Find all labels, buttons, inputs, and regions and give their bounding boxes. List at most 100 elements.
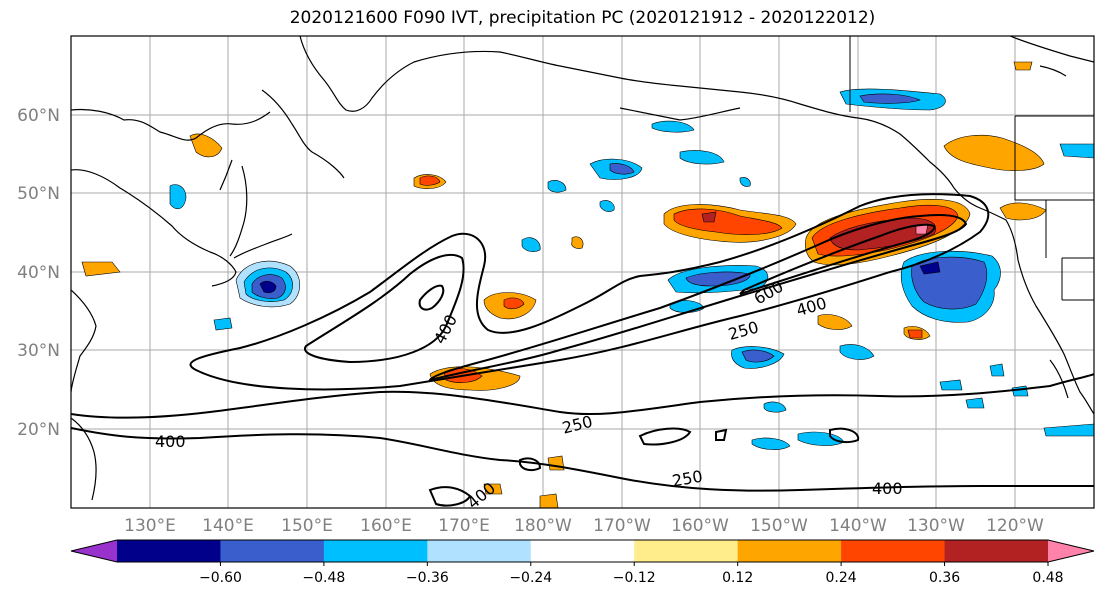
lon-tick-label: 160°E — [360, 516, 412, 536]
coastline — [1039, 65, 1067, 77]
borders — [849, 36, 1094, 301]
coastline — [71, 417, 97, 501]
precip-negative-area — [989, 363, 1005, 377]
precip-negative-area — [939, 379, 963, 391]
colorbar-extend-max — [1048, 540, 1094, 562]
coastline — [71, 169, 237, 287]
lat-tick-label: 30°N — [17, 341, 60, 361]
precip-negative-area — [521, 237, 541, 252]
colorbar-tick-label: 0.12 — [722, 570, 753, 586]
ivt-contour-250 — [829, 427, 860, 444]
colorbar-cell — [530, 540, 635, 562]
colorbar-tick-label: 0.36 — [929, 570, 960, 586]
coastline — [299, 36, 741, 112]
colorbar-extend-min — [71, 540, 117, 562]
precip-negative-area — [1043, 423, 1094, 437]
lon-tick-label: 140°E — [202, 516, 254, 536]
ivt-contours — [71, 193, 1094, 507]
precip-positive-area — [673, 208, 783, 235]
precip-negative-area — [685, 271, 751, 287]
coastline — [261, 89, 345, 179]
colorbar-cell — [737, 540, 842, 562]
lon-tick-label: 140°W — [829, 516, 887, 536]
precip-negative-area — [547, 180, 567, 193]
colorbar-cell — [323, 540, 428, 562]
precip-negative-area — [599, 200, 615, 212]
precip-positive-area — [907, 329, 923, 339]
lon-tick-label: 130°E — [124, 516, 176, 536]
ivt-contour-400 — [428, 486, 472, 507]
precip-positive-area — [419, 175, 441, 186]
graticule — [71, 36, 1094, 508]
precip-negative-area — [1059, 143, 1094, 159]
colorbar-tick-label: −0.36 — [406, 570, 449, 586]
precip-positive-area — [539, 493, 559, 508]
colorbar-tick-label: 0.48 — [1032, 570, 1063, 586]
ivt-contour-400 — [428, 214, 968, 382]
colorbar-tick-label: −0.12 — [613, 570, 656, 586]
precip-negative-area — [763, 401, 787, 413]
precip-positive-area — [503, 297, 525, 310]
lon-tick-label: 160°W — [671, 516, 729, 536]
ivt-contour-label: 400 — [872, 479, 903, 498]
lat-tick-label: 20°N — [17, 420, 60, 440]
lat-tick-label: 60°N — [17, 106, 60, 126]
ivt-contour-400 — [71, 427, 1094, 492]
colorbar-cell — [117, 540, 221, 562]
precip-negative-area — [651, 120, 695, 133]
map-panel: 400 400 400 600 400 250 250 250 400 — [70, 35, 1095, 509]
colorbar-tick-label: −0.24 — [509, 570, 552, 586]
lon-tick-label: 150°W — [750, 516, 808, 536]
coastline — [739, 91, 1094, 415]
precip-negative-area — [259, 280, 277, 294]
coastline — [229, 165, 248, 257]
lat-axis: 60°N 50°N 40°N 30°N 20°N — [17, 106, 60, 440]
precip-negative-area — [751, 437, 791, 450]
precip-positive-area — [571, 236, 584, 249]
precip-positive-area — [701, 211, 717, 223]
coastline — [71, 108, 271, 141]
precip-negative-area — [919, 261, 941, 275]
colorbar-cell — [841, 540, 946, 562]
ivt-contour-250 — [71, 373, 1094, 419]
ivt-contour-600 — [739, 223, 936, 295]
precip-negative-area — [169, 184, 187, 210]
precip-positive-area — [817, 314, 853, 330]
precip-negative-area — [739, 177, 751, 187]
lon-tick-label: 170°W — [593, 516, 651, 536]
coastline — [1049, 359, 1069, 399]
ivt-contour-250 — [715, 428, 728, 441]
lat-tick-label: 50°N — [17, 184, 60, 204]
coastlines — [71, 36, 1094, 501]
precip-positive-area — [483, 483, 503, 495]
ivt-contour-400 — [303, 253, 465, 364]
precip-negative-area — [839, 344, 875, 360]
precip-negative-area — [859, 93, 921, 104]
precip-negative-area — [609, 163, 635, 175]
coastline — [619, 107, 741, 121]
colorbar-tick-label: 0.24 — [826, 570, 857, 586]
ivt-contour-250 — [189, 193, 990, 391]
coastline — [71, 289, 97, 393]
colorbar-cell — [944, 540, 1049, 562]
lon-tick-label: 130°W — [907, 516, 965, 536]
precip-positive-area — [943, 134, 1045, 171]
colorbar-outline — [70, 539, 1095, 563]
lon-tick-label: 180°W — [514, 516, 572, 536]
colorbar-tick-label: −0.48 — [302, 570, 345, 586]
precip-negative-area — [213, 317, 233, 331]
colorbar-tick-label: −0.60 — [199, 570, 242, 586]
precip-negative-area — [741, 349, 775, 363]
lon-axis: 130°E 140°E 150°E 160°E 170°E 180°W 170°… — [124, 516, 1044, 536]
ivt-contour-label: 400 — [155, 432, 186, 451]
colorbar-cell — [220, 540, 325, 562]
colorbar-ticks: −0.60 −0.48 −0.36 −0.24 −0.12 0.12 0.24 0.36 0.4… — [199, 562, 1064, 586]
precip-negative-area — [965, 397, 985, 409]
lon-tick-label: 170°E — [438, 516, 490, 536]
coastline — [1009, 36, 1094, 63]
precip-negative-area — [679, 150, 725, 165]
colorbar-cell — [634, 540, 739, 562]
colorbar-cell — [427, 540, 532, 562]
coastline — [219, 159, 233, 191]
